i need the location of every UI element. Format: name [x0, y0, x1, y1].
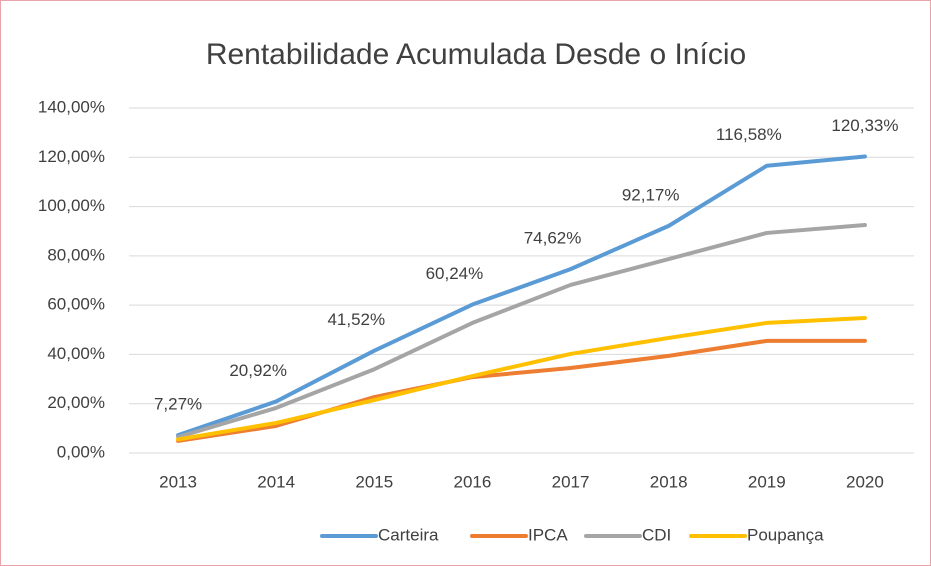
legend-label: IPCA — [528, 525, 568, 544]
data-label: 41,52% — [327, 310, 385, 329]
y-tick-label: 40,00% — [47, 344, 105, 363]
x-tick-label: 2019 — [748, 472, 786, 491]
x-tick-label: 2020 — [846, 472, 884, 491]
y-tick-label: 0,00% — [57, 442, 105, 461]
data-label: 20,92% — [229, 361, 287, 380]
data-label: 60,24% — [426, 264, 484, 283]
data-label: 7,27% — [154, 395, 202, 414]
x-tick-label: 2016 — [454, 472, 492, 491]
x-tick-label: 2014 — [257, 472, 295, 491]
line-series — [176, 315, 867, 442]
y-tick-label: 120,00% — [38, 147, 105, 166]
x-tick-label: 2013 — [159, 472, 197, 491]
data-label: 120,33% — [831, 116, 898, 135]
legend-label: CDI — [642, 525, 671, 544]
x-tick-label: 2017 — [552, 472, 590, 491]
y-tick-label: 20,00% — [47, 393, 105, 412]
x-tick-label: 2018 — [650, 472, 688, 491]
data-label: 116,58% — [716, 125, 782, 144]
data-label: 92,17% — [622, 185, 680, 204]
y-tick-label: 100,00% — [38, 196, 105, 215]
line-series — [176, 223, 867, 439]
y-tick-label: 60,00% — [47, 295, 105, 314]
chart-title: Rentabilidade Acumulada Desde o Início — [206, 38, 746, 71]
legend-label: Poupança — [747, 525, 824, 544]
legend-label: Carteira — [378, 525, 439, 544]
y-tick-label: 80,00% — [47, 245, 105, 264]
x-tick-label: 2015 — [355, 472, 393, 491]
line-series — [176, 154, 867, 438]
y-tick-label: 140,00% — [38, 97, 105, 116]
data-label: 74,62% — [524, 229, 582, 248]
